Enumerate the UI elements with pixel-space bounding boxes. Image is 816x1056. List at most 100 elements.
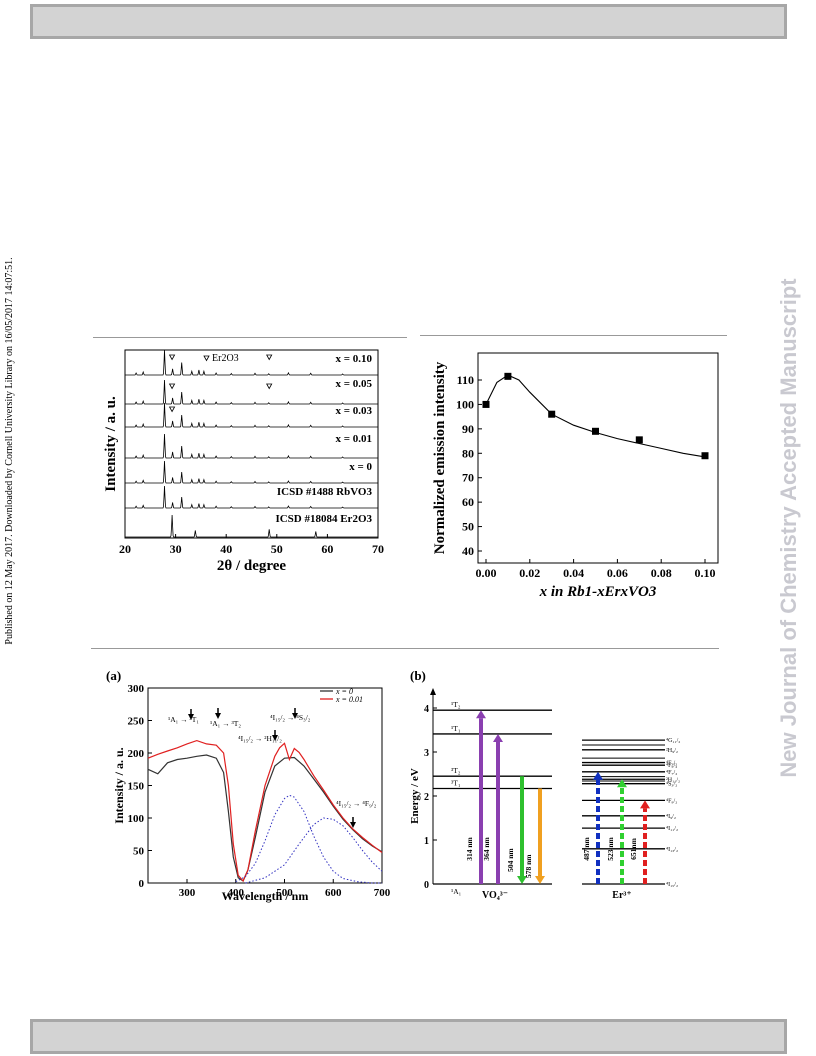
xrd-x-axis-label: 2θ / degree — [217, 558, 287, 574]
pl-x-tick-label: 300 — [179, 887, 196, 899]
xrd-pattern-line — [125, 460, 378, 484]
pl-gaussian-fit — [245, 817, 383, 884]
xrd-series-label: x = 0.01 — [335, 433, 372, 445]
xrd-x-tick-label: 70 — [372, 542, 384, 556]
pl-x-axis-label: Wavelength / nm — [222, 889, 309, 903]
emission-x-tick-label: 0.06 — [607, 566, 628, 580]
transition-label: 364 nm — [482, 836, 491, 860]
pl-x-tick-label: 700 — [374, 887, 391, 899]
pl-spectrum-line — [147, 754, 383, 882]
emission-data-point — [635, 436, 643, 444]
energy-y-tick-label: 0 — [424, 880, 429, 891]
pl-annotation: ¹A₁ → ³T₂ — [210, 719, 241, 728]
vo4-level-label: ¹A₁ — [451, 887, 462, 896]
xrd-x-tick-label: 30 — [170, 542, 182, 556]
header-bar — [30, 4, 787, 39]
pl-y-tick-label: 50 — [133, 846, 145, 858]
pl-y-axis-label: Intensity / a. u. — [112, 747, 126, 823]
energy-y-axis-label: Energy / eV — [409, 768, 421, 824]
transition-label: 651nm — [629, 837, 638, 859]
pl-y-tick-label: 150 — [128, 781, 145, 793]
energy-y-tick-label: 2 — [424, 792, 429, 803]
pl-annotation: ⁴I₁₅/₂ → ⁴F₉/₂ — [336, 799, 377, 808]
xrd-impurity-marker — [168, 354, 176, 361]
er-level-label: ⁴F₃/₂ — [666, 761, 677, 767]
er-group-label: Er³⁺ — [612, 890, 631, 901]
pl-y-tick-label: 0 — [139, 878, 145, 890]
pl-annotation: ⁴I₁₅/₂ → ⁴S₃/₂ — [270, 713, 311, 722]
pl-peak-arrow — [272, 735, 278, 741]
emission-fit-curve — [485, 374, 706, 458]
energy-y-tick-label: 1 — [424, 836, 429, 847]
pl-peak-arrow — [188, 714, 194, 720]
vo4-level-label: ¹T₁ — [451, 724, 461, 733]
xrd-impurity-marker — [266, 354, 273, 361]
xrd-series-label: ICSD #1488 RbVO3 — [277, 486, 373, 498]
energy-axis-arrowhead — [430, 688, 436, 695]
emission-y-tick-label: 70 — [462, 471, 474, 485]
emission-y-tick-label: 80 — [462, 446, 474, 460]
er-level-label: ²H₉/₂ — [666, 748, 678, 754]
figure-rule-top-right — [420, 335, 727, 336]
vo4-transition-arrowhead — [476, 710, 486, 719]
vo4-transition-arrowhead — [535, 876, 545, 884]
er-level-label: ⁴G₁₁/₂ — [666, 738, 680, 744]
vo4-level-label: ³T₂ — [451, 766, 461, 775]
vo4-level-label: ³T₁ — [451, 779, 461, 788]
xrd-pattern-line — [125, 433, 378, 459]
emission-data-point — [548, 410, 556, 418]
xrd-plot-frame — [124, 349, 379, 539]
emission-data-point — [482, 400, 490, 408]
transition-label: 314 nm — [465, 836, 474, 860]
pl-x-tick-label: 400 — [228, 887, 245, 899]
pl-x-tick-label: 600 — [325, 887, 342, 899]
pl-panel-label: (a) — [106, 668, 121, 683]
xrd-pattern-line — [125, 379, 378, 405]
xrd-impurity-marker — [168, 406, 176, 413]
energy-y-tick-label: 4 — [424, 704, 429, 715]
xrd-series-label: x = 0.05 — [335, 378, 372, 390]
xrd-impurity-marker — [266, 383, 273, 390]
emission-data-point — [701, 452, 709, 460]
emission-y-tick-label: 40 — [462, 544, 474, 558]
xrd-impurity-marker — [168, 383, 176, 390]
energy-panel-label: (b) — [410, 668, 426, 683]
pl-annotation: ⁴I₁₅/₂ → ²H₁₁/₂ — [238, 734, 282, 743]
er-level-label: ⁴I₁₃/₂ — [666, 847, 678, 853]
transition-label: 523 nm — [606, 836, 615, 860]
pl-y-tick-label: 100 — [128, 813, 145, 825]
transition-label: 487 nm — [582, 836, 591, 860]
energy-y-tick-label: 3 — [424, 748, 429, 759]
pl-legend-label: x = 0 — [335, 687, 353, 696]
xrd-pattern-line — [125, 485, 378, 509]
er-level-label: ⁴F₅/₂ — [666, 763, 677, 769]
er-level-label: ⁴S₃/₂ — [666, 782, 677, 788]
er-level-label: ⁴I₁₅/₂ — [666, 882, 678, 888]
xrd-series-label: x = 0 — [349, 461, 372, 473]
xrd-legend-label: Er2O3 — [212, 353, 239, 364]
emission-y-tick-label: 100 — [456, 397, 474, 411]
er-level-label: ⁴I₉/₂ — [666, 814, 676, 820]
xrd-pattern-line — [125, 402, 378, 428]
emission-data-point — [504, 372, 512, 380]
xrd-series-label: x = 0.03 — [335, 405, 372, 417]
pl-y-tick-label: 250 — [128, 716, 145, 728]
xrd-x-tick-label: 20 — [119, 542, 131, 556]
emission-y-tick-label: 60 — [462, 495, 474, 509]
emission-plot-frame — [477, 352, 719, 564]
pl-legend-label: x = 0.01 — [335, 695, 363, 704]
pl-y-tick-label: 200 — [128, 748, 145, 760]
pl-peak-arrow — [292, 713, 298, 719]
er-transition-arrowhead — [640, 800, 650, 809]
er-level-label: ²H₁₁/₂ — [666, 777, 680, 783]
footer-bar — [30, 1019, 787, 1054]
xrd-series-label: ICSD #18084 Er2O3 — [275, 513, 372, 525]
er-transition-arrowhead — [617, 779, 627, 788]
pl-spectrum-line — [147, 739, 383, 883]
vo4-group-label: VO₄³⁻ — [482, 890, 508, 901]
vo4-transition-arrowhead — [493, 733, 503, 742]
emission-y-axis-label: Normalized emission intensity — [432, 361, 448, 554]
emission-y-tick-label: 90 — [462, 422, 474, 436]
pl-peak-arrow — [350, 822, 356, 828]
figure-rule-top-left — [93, 337, 407, 338]
